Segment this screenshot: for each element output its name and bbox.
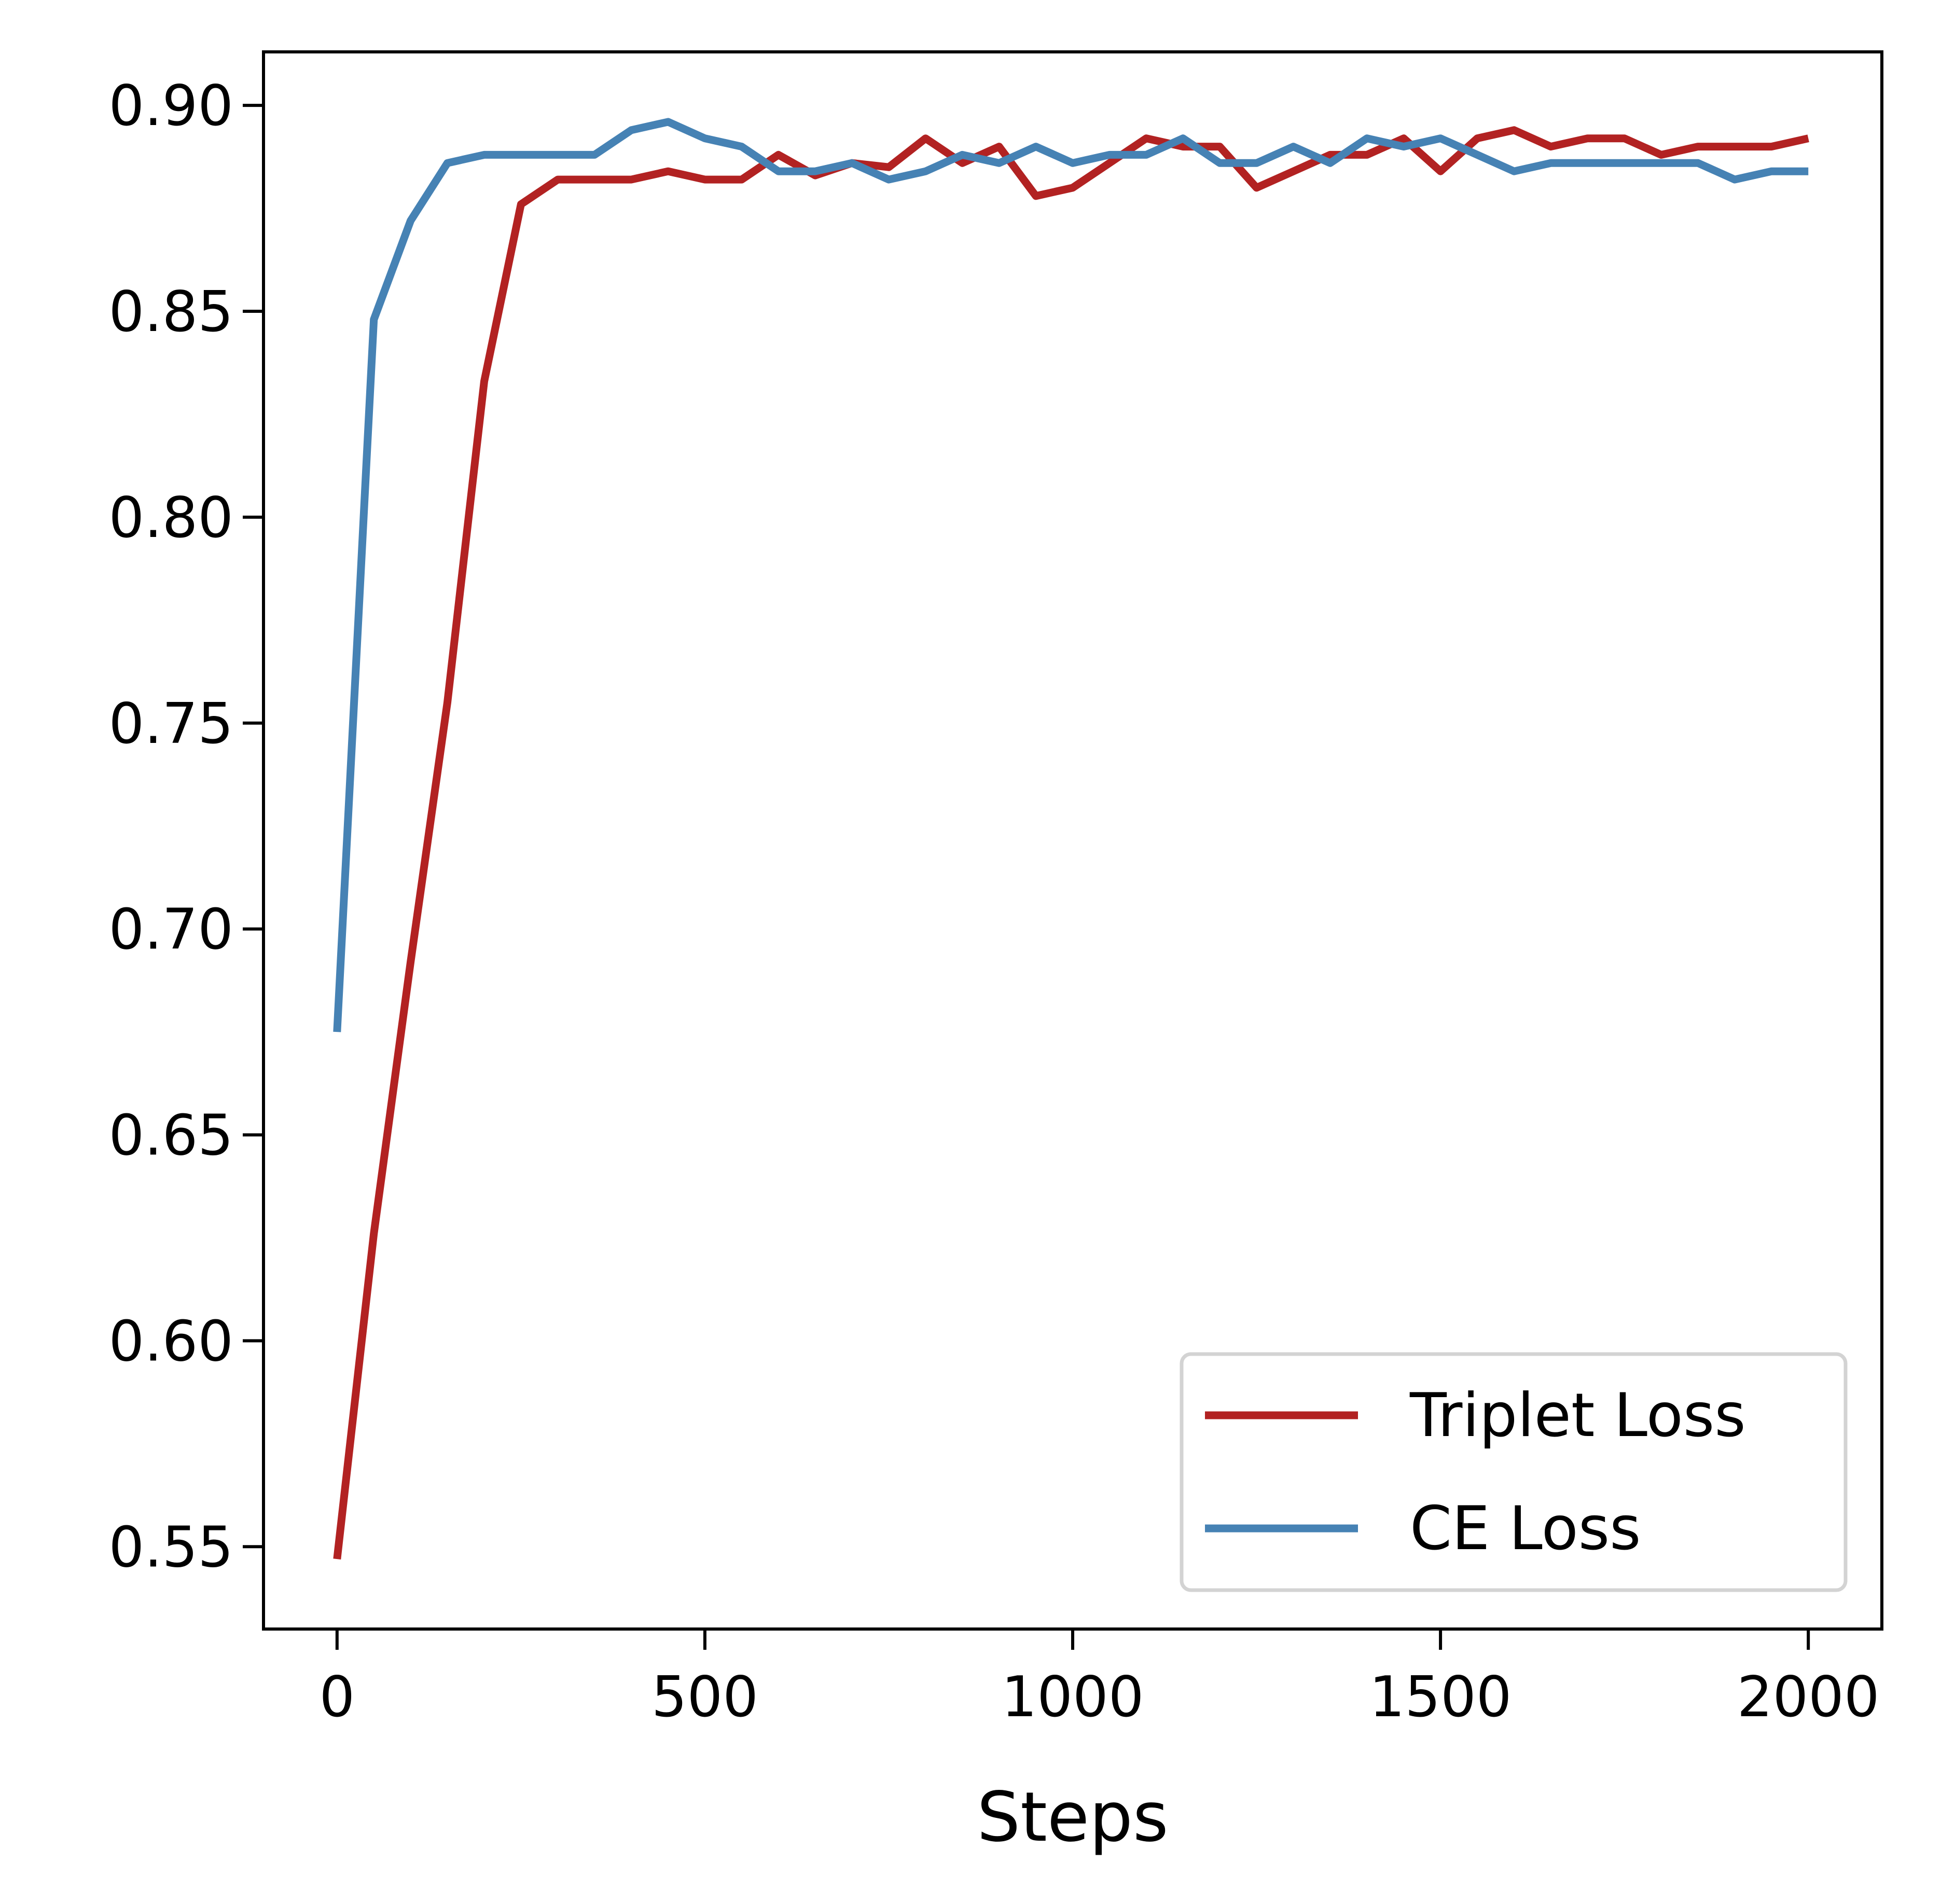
y-tick-label: 0.55 bbox=[109, 1515, 233, 1580]
x-axis: 0 500 1000 1500 2000 bbox=[319, 1629, 1880, 1730]
y-tick-label: 0.80 bbox=[109, 486, 233, 550]
y-tick-label: 0.60 bbox=[109, 1309, 233, 1374]
x-axis-title: Steps bbox=[977, 1777, 1168, 1857]
x-tick-label: 1500 bbox=[1369, 1665, 1512, 1730]
y-tick-label: 0.65 bbox=[109, 1103, 233, 1168]
y-tick-label: 0.85 bbox=[109, 280, 233, 344]
y-axis: 0.55 0.60 0.65 0.70 0.75 0.80 0.85 0.90 bbox=[109, 74, 264, 1580]
x-tick-label: 500 bbox=[651, 1665, 758, 1730]
x-tick-label: 2000 bbox=[1737, 1665, 1880, 1730]
series-line-ce-loss bbox=[333, 118, 1809, 1032]
legend-label-ce-loss: CE Loss bbox=[1410, 1494, 1641, 1564]
series-line-triplet-loss bbox=[333, 126, 1809, 1560]
legend-label-triplet-loss: Triplet Loss bbox=[1409, 1381, 1746, 1451]
x-tick-label: 1000 bbox=[1002, 1665, 1144, 1730]
legend: Triplet Loss CE Loss bbox=[1180, 1352, 1848, 1592]
y-tick-label: 0.75 bbox=[109, 692, 233, 756]
y-tick-label: 0.70 bbox=[109, 898, 233, 962]
series-layer bbox=[333, 118, 1809, 1560]
x-tick-label: 0 bbox=[319, 1665, 355, 1730]
y-tick-label: 0.90 bbox=[109, 74, 233, 139]
